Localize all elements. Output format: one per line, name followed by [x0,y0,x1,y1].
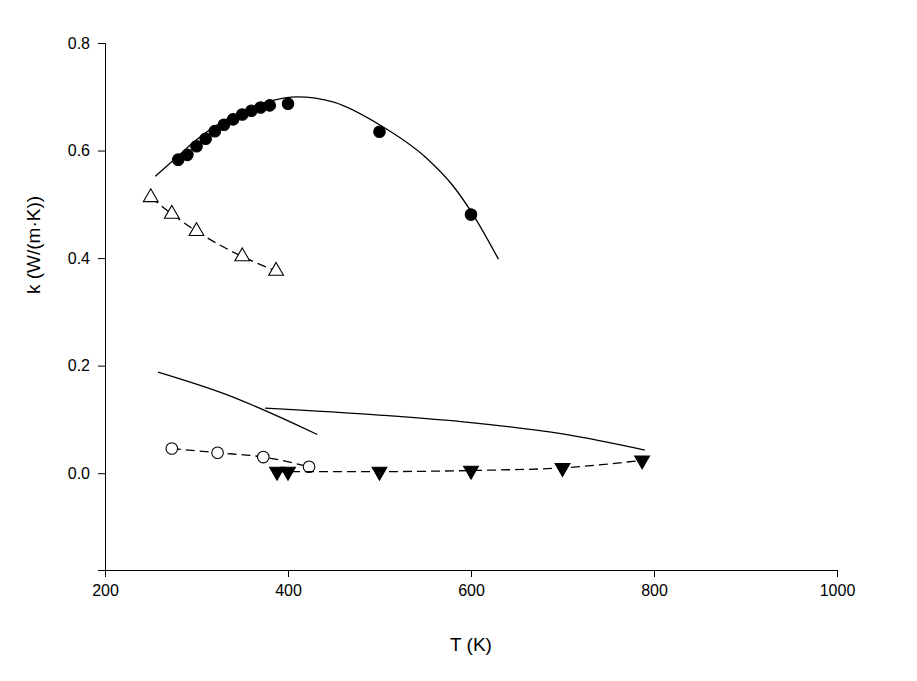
marker [164,205,179,218]
tick-mark [105,570,106,577]
series-line [277,460,642,471]
tick-mark [98,43,105,44]
tick-label: 0.8 [68,35,90,52]
tick-label: 400 [275,582,302,599]
marker [281,467,296,480]
tick-mark [288,570,289,577]
y-axis: 0.0 0.2 0.4 0.6 0.8 [68,35,106,571]
marker [282,98,294,110]
tick: 0.8 [68,35,105,52]
tick-label: 800 [641,582,668,599]
marker [269,262,284,275]
chart: 200 400 600 800 1000 0.0 0.2 0.4 0.6 0.8 T (K) k (W… [0,0,917,681]
marker [372,467,387,480]
series [158,372,317,434]
tick-label: 0.6 [68,142,90,159]
marker [212,447,224,459]
marker [235,248,250,261]
tick: 200 [92,570,119,599]
marker [635,456,650,469]
tick: 0.4 [68,250,105,267]
marker [303,461,315,473]
plot-area: 200 400 600 800 1000 0.0 0.2 0.4 0.6 0.8 [68,35,856,600]
series-line [158,372,317,434]
tick-mark [654,570,655,577]
tick: 600 [458,570,485,599]
marker [166,443,178,455]
series [155,97,498,259]
tick-mark [98,151,105,152]
series [265,408,645,450]
axis-line [106,571,838,578]
series [172,98,476,220]
tick: 800 [641,570,668,599]
tick-mark [98,366,105,367]
tick: 0.0 [68,465,105,482]
tick-mark [98,473,105,474]
marker [555,464,570,477]
tick-mark [98,258,105,259]
series-line [265,408,645,450]
tick-label: 200 [92,582,119,599]
tick: 1000 [820,570,856,599]
marker [464,466,479,479]
series-line [155,97,498,259]
x-axis-title: T (K) [450,634,492,655]
axis-line [98,44,106,571]
tick-label: 0.0 [68,465,90,482]
series-group [143,97,649,480]
marker [143,189,158,202]
y-axis-title: k (W/(m·K)) [23,196,44,294]
series-line [172,448,309,466]
series-line [151,197,276,271]
x-axis: 200 400 600 800 1000 [92,570,855,599]
tick-label: 0.2 [68,357,90,374]
tick-mark [471,570,472,577]
marker [189,223,204,236]
tick: 0.6 [68,142,105,159]
tick-label: 600 [458,582,485,599]
tick-mark [837,570,838,577]
tick-label: 0.4 [68,250,90,267]
tick-label: 1000 [820,582,856,599]
series [143,189,283,276]
tick: 400 [275,570,302,599]
tick: 0.2 [68,357,105,374]
series [270,456,650,480]
marker [258,451,270,463]
